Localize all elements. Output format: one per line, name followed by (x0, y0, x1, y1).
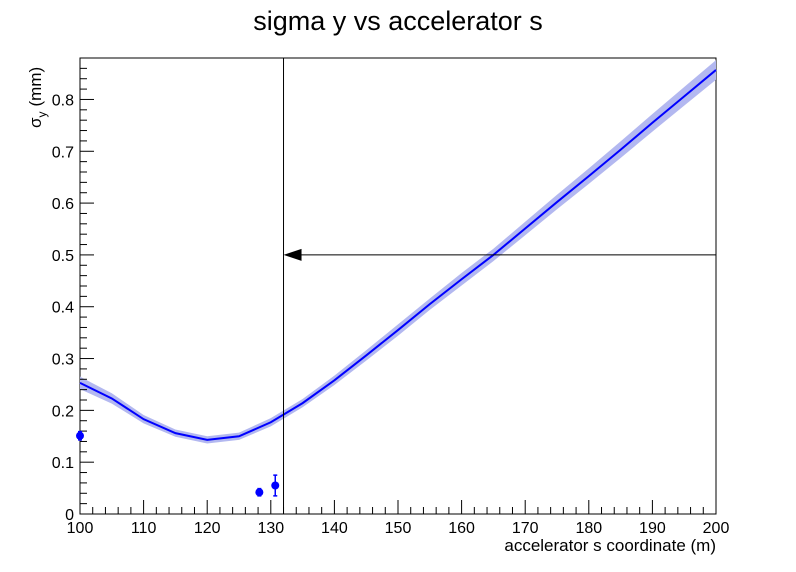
x-tick-label: 200 (703, 520, 730, 537)
y-tick-label: 0.4 (52, 300, 74, 317)
y-tick-label: 0.8 (52, 92, 74, 109)
data-point (255, 488, 264, 497)
y-axis-label: σy (mm) (26, 67, 49, 128)
x-tick-label: 160 (448, 520, 475, 537)
x-axis-label: accelerator s coordinate (m) (504, 536, 716, 555)
y-tick-label: 0.2 (52, 403, 74, 420)
fit-line (79, 69, 717, 441)
y-axis-label-sub: y (35, 112, 49, 118)
y-tick-label: 0.1 (52, 455, 74, 472)
chart-title: sigma y vs accelerator s (253, 6, 543, 36)
y-tick-label: 0.6 (52, 196, 74, 213)
x-tick-label: 140 (321, 520, 348, 537)
x-tick-label: 150 (385, 520, 412, 537)
x-tick-label: 120 (194, 520, 221, 537)
x-tick-label: 100 (67, 520, 94, 537)
y-tick-label: 0.5 (52, 248, 74, 265)
data-point (76, 431, 84, 440)
plot-frame (79, 57, 717, 515)
data-point (271, 481, 280, 490)
y-tick-label: 0 (65, 507, 74, 524)
x-tick-label: 170 (512, 520, 539, 537)
y-axis-label-rest: (mm) (26, 67, 45, 107)
y-tick-label: 0.7 (52, 144, 74, 161)
fit-confidence-band (80, 60, 716, 444)
x-tick-label: 110 (131, 520, 157, 537)
y-axis-label-base: σ (26, 117, 45, 128)
x-tick-label: 190 (639, 520, 666, 537)
arrow-head (283, 248, 302, 261)
x-tick-label: 180 (575, 520, 602, 537)
x-tick-label: 130 (257, 520, 284, 537)
y-tick-label: 0.3 (52, 352, 74, 369)
